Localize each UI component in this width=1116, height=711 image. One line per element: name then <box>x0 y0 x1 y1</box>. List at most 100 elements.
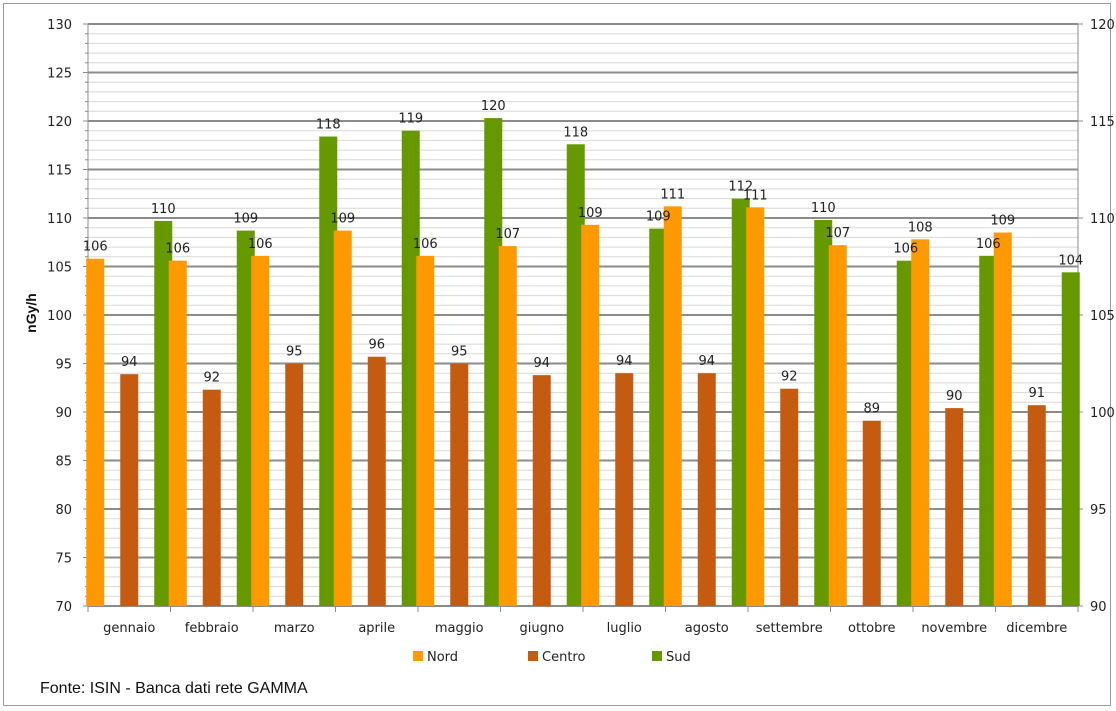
bar-nord-ottobre <box>828 245 847 606</box>
data-label-sud: 106 <box>893 242 918 257</box>
category-label-luglio: luglio <box>607 621 642 636</box>
data-label-sud: 120 <box>481 99 506 114</box>
bar-sud-ottobre <box>896 260 915 606</box>
data-label-sud: 106 <box>976 237 1001 252</box>
y-tick-label: 105 <box>47 261 72 276</box>
y2-tick-label: 105 <box>1090 309 1115 324</box>
bar-centro-maggio <box>450 363 469 606</box>
y-tick-label: 70 <box>55 600 72 615</box>
data-label-nord: 109 <box>990 214 1015 229</box>
category-label-gennaio: gennaio <box>103 621 155 636</box>
bar-centro-dicembre <box>1027 405 1046 606</box>
bars <box>86 118 1080 607</box>
legend-item-centro: Centro <box>528 650 585 665</box>
data-label-centro: 94 <box>616 354 633 369</box>
y-tick-label: 115 <box>47 164 72 179</box>
data-label-centro: 94 <box>533 356 550 371</box>
bar-sud-maggio <box>484 118 503 606</box>
data-label-sud: 112 <box>728 180 753 195</box>
data-label-centro: 95 <box>286 345 303 360</box>
data-label-sud: 104 <box>1058 253 1083 268</box>
category-label-settembre: settembre <box>756 621 823 636</box>
bar-sud-marzo <box>319 136 338 606</box>
data-label-nord: 111 <box>743 188 768 203</box>
bar-sud-gennaio <box>154 220 173 606</box>
data-labels: 106 94 110 106 92 109 106 95 118 109 96 119 106 95 120… <box>83 99 1083 417</box>
y-tick-label: 75 <box>55 552 72 567</box>
y-tick-label: 90 <box>55 406 72 421</box>
data-label-centro: 92 <box>203 371 220 386</box>
bar-nord-maggio <box>416 255 435 606</box>
bar-centro-aprile <box>367 356 386 606</box>
y-tick-label: 80 <box>55 503 72 518</box>
legend-label: Centro <box>542 650 585 665</box>
data-label-nord: 106 <box>248 237 273 252</box>
bar-sud-febbraio <box>236 230 255 607</box>
data-label-centro: 89 <box>863 402 880 417</box>
category-label-giugno: giugno <box>519 621 564 636</box>
data-label-nord: 109 <box>330 212 355 227</box>
y-tick-label: 100 <box>47 309 72 324</box>
data-label-centro: 94 <box>121 355 138 370</box>
data-label-centro: 92 <box>781 370 798 385</box>
chart-frame <box>3 3 1111 706</box>
data-label-sud: 109 <box>646 210 671 225</box>
bar-nord-settembre <box>746 207 765 606</box>
y2-tick-label: 90 <box>1090 600 1107 615</box>
category-label-dicembre: dicembre <box>1006 621 1067 636</box>
bar-nord-febbraio <box>168 260 187 606</box>
category-label-ottobre: ottobre <box>848 621 895 636</box>
category-label-maggio: maggio <box>435 621 484 636</box>
data-label-sud: 109 <box>233 212 258 227</box>
data-label-sud: 118 <box>316 118 341 133</box>
data-label-nord: 109 <box>578 206 603 221</box>
bar-centro-giugno <box>532 375 551 606</box>
data-label-sud: 110 <box>811 201 836 216</box>
data-label-centro: 91 <box>1028 386 1045 401</box>
y-tick-label: 110 <box>47 212 72 227</box>
bar-nord-luglio <box>581 224 600 607</box>
bar-centro-gennaio <box>120 374 139 606</box>
bar-nord-gennaio <box>86 258 105 606</box>
bar-centro-agosto <box>697 373 716 606</box>
legend-label: Sud <box>666 650 691 665</box>
data-label-sud: 118 <box>563 125 588 140</box>
data-label-nord: 107 <box>825 226 850 241</box>
data-label-centro: 95 <box>451 345 468 360</box>
legend-swatch <box>413 651 423 661</box>
y2-tick-label: 115 <box>1090 115 1115 130</box>
bar-centro-luglio <box>615 373 634 606</box>
bar-sud-aprile <box>401 130 420 606</box>
bar-sud-novembre <box>979 255 998 606</box>
y-tick-label: 130 <box>47 18 72 33</box>
data-label-nord: 111 <box>660 187 685 202</box>
data-label-sud: 119 <box>398 112 423 127</box>
legend-item-nord: Nord <box>413 650 458 665</box>
bar-sud-settembre <box>814 219 833 606</box>
y2-tick-label: 100 <box>1090 406 1115 421</box>
y-tick-label: 95 <box>55 358 72 373</box>
category-labels: gennaio febbraio marzo aprile maggio giugno lu… <box>103 621 1067 636</box>
category-label-febbraio: febbraio <box>185 621 239 636</box>
data-label-centro: 90 <box>946 389 963 404</box>
category-label-agosto: agosto <box>685 621 729 636</box>
category-label-aprile: aprile <box>358 621 395 636</box>
bar-nord-dicembre <box>993 232 1012 607</box>
y-tick-label: 120 <box>47 115 72 130</box>
legend-label: Nord <box>427 650 458 665</box>
bar-nord-agosto <box>663 206 682 607</box>
data-label-nord: 108 <box>908 220 933 235</box>
bar-centro-novembre <box>945 408 964 606</box>
category-label-novembre: novembre <box>921 621 987 636</box>
y2-tick-label: 95 <box>1090 503 1107 518</box>
bar-nord-marzo <box>251 255 270 606</box>
data-label-nord: 106 <box>83 240 108 255</box>
bar-nord-aprile <box>333 230 352 607</box>
data-label-nord: 106 <box>413 237 438 252</box>
bar-centro-febbraio <box>202 389 221 606</box>
data-label-centro: 96 <box>368 338 385 353</box>
legend-swatch <box>652 651 662 661</box>
data-label-centro: 94 <box>698 354 715 369</box>
category-label-marzo: marzo <box>274 621 315 636</box>
